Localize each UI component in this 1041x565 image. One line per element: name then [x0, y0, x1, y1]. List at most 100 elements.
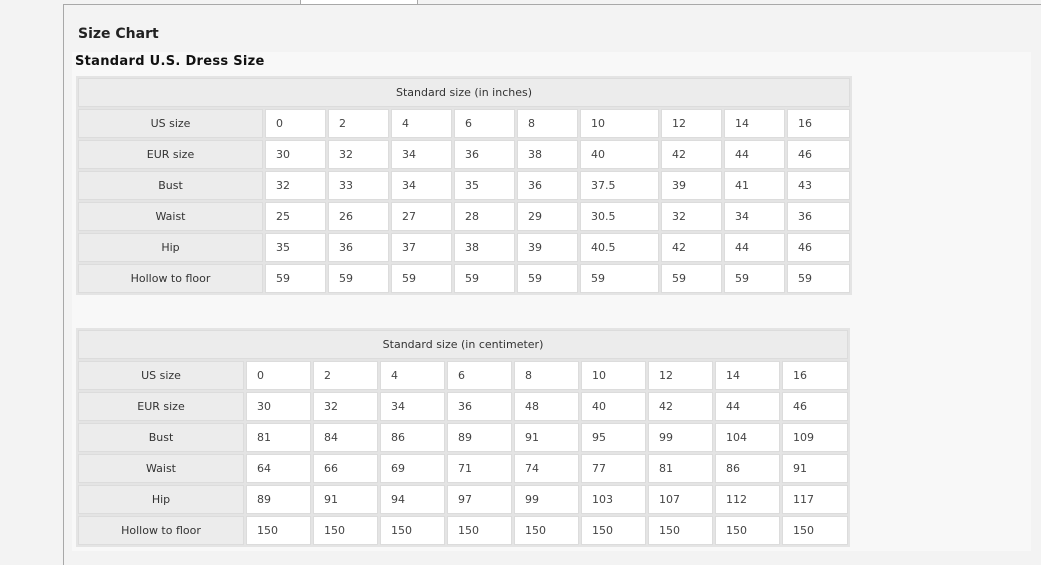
table-cell: 33	[328, 171, 389, 200]
row-label: US size	[78, 109, 263, 138]
table-row: Hollow to floor 150 150 150 150 150 150 150 150 1…	[78, 516, 849, 545]
table-cell: 2	[313, 361, 378, 390]
row-label: Hollow to floor	[78, 264, 263, 293]
table-caption: Standard size (in inches)	[78, 78, 851, 107]
table-cell: 12	[661, 109, 722, 138]
table-cell: 46	[787, 233, 851, 262]
table-cell: 42	[648, 392, 713, 421]
row-label: Bust	[78, 171, 263, 200]
table-cell: 94	[380, 485, 445, 514]
table-cell: 95	[581, 423, 646, 452]
table-cell: 91	[313, 485, 378, 514]
table-cell: 150	[380, 516, 445, 545]
table-cell: 32	[328, 140, 389, 169]
table-cell: 150	[581, 516, 646, 545]
table-cell: 86	[380, 423, 445, 452]
table-cell: 37.5	[580, 171, 659, 200]
table-row: Waist 25 26 27 28 29 30.5 32 34 36	[78, 202, 851, 231]
size-table-centimeter: Standard size (in centimeter) US size 0 2 4 6…	[76, 328, 851, 547]
table-row: Hip 89 91 94 97 99 103 107 112 117	[78, 485, 849, 514]
table-cell: 35	[265, 233, 326, 262]
table-cell: 36	[517, 171, 578, 200]
table-cell: 44	[724, 140, 785, 169]
table-cell: 14	[724, 109, 785, 138]
table-cell: 91	[782, 454, 849, 483]
row-label: US size	[78, 361, 244, 390]
row-label: EUR size	[78, 392, 244, 421]
table-cell: 32	[661, 202, 722, 231]
table-cell: 27	[391, 202, 452, 231]
table-cell: 44	[724, 233, 785, 262]
row-label: Hollow to floor	[78, 516, 244, 545]
table-cell: 37	[391, 233, 452, 262]
table-caption: Standard size (in centimeter)	[78, 330, 849, 359]
table-cell: 150	[648, 516, 713, 545]
table-cell: 43	[787, 171, 851, 200]
table-cell: 30	[265, 140, 326, 169]
table-cell: 12	[648, 361, 713, 390]
table-cell: 117	[782, 485, 849, 514]
table-cell: 86	[715, 454, 780, 483]
row-label: EUR size	[78, 140, 263, 169]
table-cell: 46	[787, 140, 851, 169]
table-cell: 71	[447, 454, 512, 483]
table-cell: 34	[391, 171, 452, 200]
table-cell: 59	[391, 264, 452, 293]
table-row: Bust 32 33 34 35 36 37.5 39 41 43	[78, 171, 851, 200]
row-label: Waist	[78, 202, 263, 231]
table-cell: 34	[724, 202, 785, 231]
table-cell: 59	[328, 264, 389, 293]
table-cell: 99	[648, 423, 713, 452]
table-cell: 59	[580, 264, 659, 293]
table-cell: 30.5	[580, 202, 659, 231]
table-row: Hollow to floor 59 59 59 59 59 59 59 59 59	[78, 264, 851, 293]
table-cell: 6	[447, 361, 512, 390]
table-cell: 10	[580, 109, 659, 138]
table-cell: 34	[380, 392, 445, 421]
table-row: Hip 35 36 37 38 39 40.5 42 44 46	[78, 233, 851, 262]
table-cell: 84	[313, 423, 378, 452]
table-cell: 36	[787, 202, 851, 231]
table-cell: 28	[454, 202, 515, 231]
table-cell: 59	[265, 264, 326, 293]
row-label: Bust	[78, 423, 244, 452]
table-cell: 6	[454, 109, 515, 138]
table-cell: 38	[517, 140, 578, 169]
table-cell: 42	[661, 140, 722, 169]
table-cell: 91	[514, 423, 579, 452]
table-cell: 66	[313, 454, 378, 483]
table-cell: 32	[313, 392, 378, 421]
table-cell: 40	[580, 140, 659, 169]
table-cell: 112	[715, 485, 780, 514]
table-cell: 107	[648, 485, 713, 514]
table-cell: 59	[454, 264, 515, 293]
table-cell: 64	[246, 454, 311, 483]
table-cell: 30	[246, 392, 311, 421]
row-label: Hip	[78, 485, 244, 514]
table-caption-row: Standard size (in inches)	[78, 78, 851, 107]
table-cell: 150	[246, 516, 311, 545]
table-cell: 48	[514, 392, 579, 421]
table-cell: 39	[661, 171, 722, 200]
table-cell: 0	[246, 361, 311, 390]
table-cell: 38	[454, 233, 515, 262]
size-table-inches: Standard size (in inches) US size 0 2 4 6 8 10 1…	[76, 76, 853, 295]
table-cell: 59	[787, 264, 851, 293]
row-label: Waist	[78, 454, 244, 483]
table-cell: 14	[715, 361, 780, 390]
table-cell: 150	[782, 516, 849, 545]
table-cell: 16	[782, 361, 849, 390]
section-title: Standard U.S. Dress Size	[75, 54, 265, 69]
table-row: Bust 81 84 86 89 91 95 99 104 109	[78, 423, 849, 452]
table-cell: 46	[782, 392, 849, 421]
row-label: Hip	[78, 233, 263, 262]
table-cell: 89	[447, 423, 512, 452]
table-row: Waist 64 66 69 71 74 77 81 86 91	[78, 454, 849, 483]
table-cell: 59	[724, 264, 785, 293]
page-title: Size Chart	[78, 26, 159, 42]
table-cell: 150	[447, 516, 512, 545]
table-cell: 40.5	[580, 233, 659, 262]
table-cell: 44	[715, 392, 780, 421]
tab[interactable]	[300, 0, 418, 4]
table-cell: 42	[661, 233, 722, 262]
